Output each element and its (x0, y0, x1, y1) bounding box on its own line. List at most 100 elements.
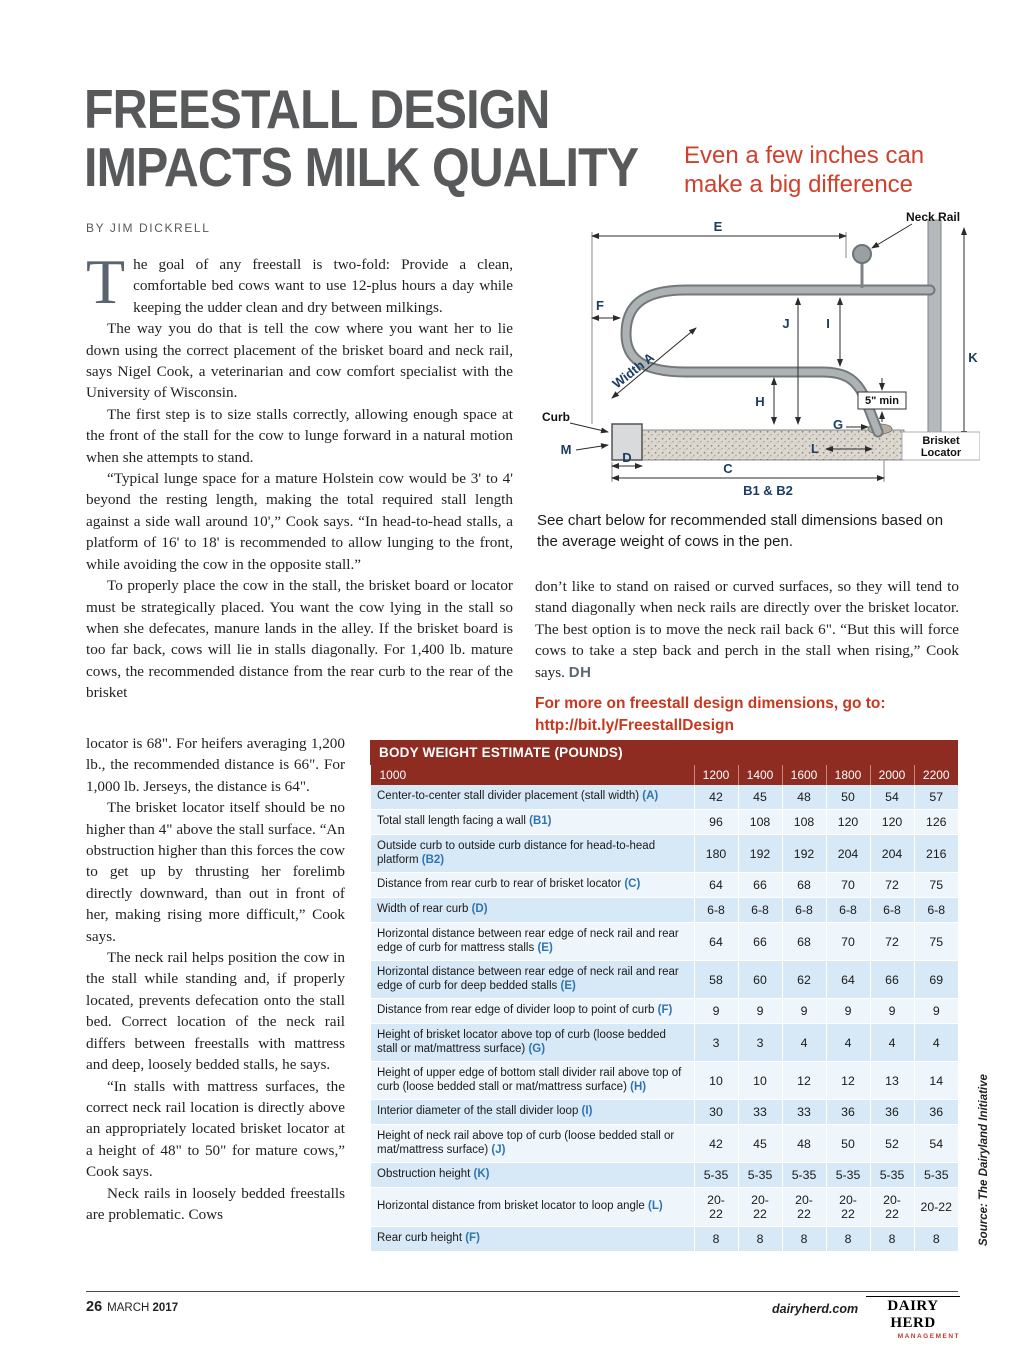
row-label: Height of neck rail above top of curb (l… (370, 1124, 694, 1163)
row-letter: (G) (528, 1042, 546, 1055)
row-value: 9 (737, 998, 782, 1024)
row-value: 5-35 (913, 1162, 958, 1188)
curb-label: Curb (542, 410, 570, 424)
table-row: Horizontal distance between rear edge of… (370, 960, 958, 999)
row-letter: (C) (624, 878, 641, 891)
table-row: Rear curb height (F) 8 8 8 8 8 8 (370, 1226, 958, 1252)
row-value: 126 (913, 809, 958, 835)
dimension-i-label: I (826, 316, 830, 331)
row-value: 64 (693, 922, 738, 961)
paragraph-text: he goal of any freestall is two-fold: Pr… (133, 256, 513, 316)
row-value: 70 (825, 872, 870, 898)
row-value: 57 (913, 785, 958, 810)
title-line1: FREESTALL DESIGN (84, 78, 550, 140)
dimension-h-label: H (755, 394, 764, 409)
article-subtitle: Even a few inches can make a big differe… (684, 141, 924, 199)
paragraph: “In stalls with mattress surfaces, the c… (86, 1077, 345, 1181)
row-value: 45 (737, 785, 782, 810)
row-value: 120 (825, 809, 870, 835)
table-row: Obstruction height (K) 5-35 5-35 5-35 5-35 5-… (370, 1162, 958, 1188)
row-letter: (K) (473, 1168, 490, 1181)
table-row: Distance from rear curb to rear of brisk… (370, 872, 958, 898)
row-value: 8 (693, 1226, 738, 1252)
row-value: 58 (693, 960, 738, 999)
weight-header: 1800 (825, 765, 870, 785)
row-value: 50 (825, 1124, 870, 1163)
row-value: 60 (737, 960, 782, 999)
freestall-diagram: Neck Rail E F J I K Width A H (528, 206, 981, 498)
brisket-locator-label-line1: Brisket (922, 435, 960, 447)
table-row: Center-to-center stall divider placement… (370, 785, 958, 810)
row-value: 54 (869, 785, 914, 810)
curb-shape (611, 423, 643, 461)
row-value: 33 (781, 1099, 826, 1125)
row-value: 9 (913, 998, 958, 1024)
row-label: Total stall length facing a wall (B1) (370, 809, 694, 835)
table-row: Width of rear curb (D) 6-8 6-8 6-8 6-8 6-8 6-8 (370, 897, 958, 923)
dimension-l-label: L (811, 441, 819, 456)
row-value: 4 (825, 1023, 870, 1062)
diagram-caption: See chart below for recommended stall di… (537, 512, 944, 550)
row-value: 68 (781, 922, 826, 961)
page-number: 26 (86, 1299, 103, 1315)
row-value: 10 (693, 1061, 738, 1100)
row-value: 36 (869, 1099, 914, 1125)
title-line2: IMPACTS MILK QUALITY (84, 136, 639, 198)
row-value: 192 (781, 834, 826, 873)
row-letter: (E) (537, 941, 553, 954)
paragraph-text: don’t like to stand on raised or curved … (535, 578, 959, 681)
row-value: 8 (737, 1226, 782, 1252)
row-value: 36 (825, 1099, 870, 1125)
page-number-block: 26 MARCH 2017 (86, 1299, 178, 1315)
five-min-box (857, 391, 907, 410)
paragraph: The first step is to size stalls correct… (86, 405, 513, 466)
row-value: 13 (869, 1061, 914, 1100)
dimensions-table: BODY WEIGHT ESTIMATE (POUNDS) 1000 1200 1… (370, 740, 958, 1252)
row-value: 9 (825, 998, 870, 1024)
width-a-line (611, 327, 697, 399)
dimension-g-label: G (833, 417, 843, 432)
row-value: 68 (781, 872, 826, 898)
article-title: FREESTALL DESIGN IMPACTS MILK QUALITY (84, 78, 639, 198)
row-value: 12 (825, 1061, 870, 1100)
row-letter: (I) (581, 1105, 593, 1118)
footer-rule (86, 1291, 958, 1292)
row-label: Horizontal distance between rear edge of… (370, 960, 694, 999)
dimension-m-pointer (575, 443, 609, 451)
row-letter: (D) (471, 903, 488, 916)
paragraph: “Typical lunge space for a mature Holste… (86, 470, 513, 573)
row-value: 4 (781, 1023, 826, 1062)
row-value: 12 (781, 1061, 826, 1100)
b1-b2-label: B1 & B2 (743, 483, 793, 498)
row-value: 66 (737, 872, 782, 898)
row-value: 20-22 (781, 1187, 826, 1227)
row-value: 6-8 (913, 897, 958, 923)
website-link[interactable]: dairyherd.com (772, 1302, 859, 1316)
row-value: 20-22 (737, 1187, 782, 1227)
row-value: 8 (781, 1226, 826, 1252)
article-column-left-narrow: locator is 68". For heifers averaging 1,… (86, 733, 345, 1225)
row-label: Height of brisket locator above top of c… (370, 1023, 694, 1062)
freestall-design-link[interactable]: http://bit.ly/FreestallDesign (535, 717, 734, 735)
row-value: 120 (869, 809, 914, 835)
row-value: 6-8 (869, 897, 914, 923)
row-value: 108 (737, 809, 782, 835)
dimension-c-label: C (723, 461, 733, 476)
cta-text: For more on freestall design dimensions,… (535, 695, 886, 713)
row-letter: (E) (560, 979, 576, 992)
row-value: 36 (913, 1099, 958, 1125)
row-label: Distance from rear curb to rear of brisk… (370, 872, 694, 898)
row-value: 5-35 (737, 1162, 782, 1188)
paragraph: Neck rails in loosely bedded freestalls … (86, 1184, 345, 1223)
row-value: 9 (693, 998, 738, 1024)
row-value: 216 (913, 834, 958, 873)
table-row: Horizontal distance from brisket locator… (370, 1187, 958, 1227)
table-row: Height of upper edge of bottom stall div… (370, 1061, 958, 1100)
paragraph: The brisket locator itself should be no … (86, 799, 345, 945)
row-letter: (F) (465, 1232, 480, 1245)
logo-subtext: MANAGEMENT (897, 1333, 960, 1340)
row-value: 204 (869, 834, 914, 873)
row-value: 42 (693, 1124, 738, 1163)
row-label: Horizontal distance between rear edge of… (370, 922, 694, 961)
